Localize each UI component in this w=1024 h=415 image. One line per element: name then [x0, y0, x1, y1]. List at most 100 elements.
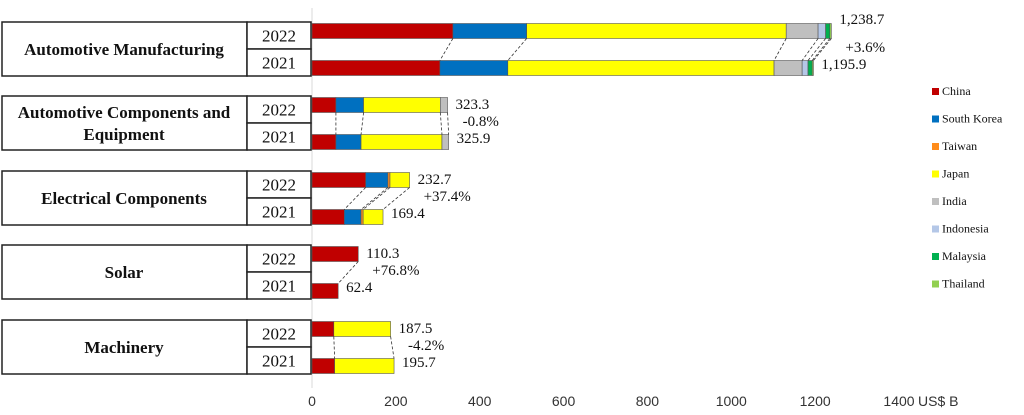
bar-segment-india: [440, 97, 448, 113]
bar-segment-south-korea: [335, 97, 364, 113]
total-value-label: 232.7: [418, 172, 452, 188]
year-box: [246, 346, 312, 375]
legend-label: Taiwan: [942, 139, 977, 153]
connector-line: [439, 112, 443, 135]
bar-segment-china: [311, 134, 337, 150]
total-value-label: 169.4: [391, 206, 425, 222]
year-label: 2021: [262, 277, 296, 296]
legend-label: Malaysia: [942, 249, 987, 263]
total-value-label: 195.7: [402, 355, 436, 371]
category-box: [1, 244, 248, 300]
bar-segment-south-korea: [452, 23, 527, 39]
total-value-label: 187.5: [399, 321, 433, 337]
bar-segment-south-korea: [439, 60, 509, 76]
bar-segment-japan: [363, 97, 441, 113]
bar-segment-china: [311, 60, 441, 76]
x-tick-label: 800: [636, 393, 660, 409]
year-box: [246, 197, 312, 226]
bar-segment-malaysia: [807, 60, 813, 76]
year-label: 2022: [262, 101, 296, 120]
legend-swatch: [932, 115, 939, 123]
x-tick-label: 0: [308, 393, 316, 409]
connector-line: [773, 38, 787, 61]
connector-line: [507, 38, 527, 61]
connector-line: [360, 187, 389, 210]
year-box: [246, 21, 312, 50]
x-tick-label: 1400: [883, 393, 914, 409]
connector-line: [362, 187, 391, 210]
x-tick-label: 400: [468, 393, 492, 409]
legend-label: India: [942, 194, 967, 208]
bar-segment-japan: [333, 321, 391, 337]
bar-segment-china: [311, 172, 366, 188]
connector-line: [447, 112, 450, 135]
bar-segment-indonesia: [801, 60, 809, 76]
category-label: Electrical Components: [41, 189, 207, 208]
bar-segment-south-korea: [343, 209, 362, 225]
change-percent-label: +37.4%: [424, 189, 471, 205]
year-label: 2022: [262, 250, 296, 269]
bar-segment-thailand: [829, 23, 832, 39]
bar-segment-india: [441, 134, 449, 150]
bar-segment-china: [311, 23, 454, 39]
legend-label: Indonesia: [942, 222, 989, 236]
total-value-label: 62.4: [346, 280, 373, 296]
connector-line: [382, 187, 410, 210]
category-label: Equipment: [83, 125, 165, 144]
year-label: 2022: [262, 176, 296, 195]
legend-swatch: [932, 143, 939, 150]
connector-line: [390, 336, 395, 359]
x-axis-label: US$ B: [918, 393, 958, 409]
legend-swatch: [932, 198, 939, 205]
bar-segment-japan: [334, 358, 395, 374]
change-percent-label: +76.8%: [372, 263, 419, 279]
bar-segment-malaysia: [825, 23, 831, 39]
year-label: 2022: [262, 325, 296, 344]
bar-segment-china: [311, 283, 339, 299]
bar-segment-south-korea: [365, 172, 389, 188]
total-value-label: 323.3: [456, 97, 490, 113]
category-label: Solar: [105, 263, 144, 282]
bar-segment-india: [785, 23, 819, 39]
year-box: [246, 170, 312, 199]
year-label: 2021: [262, 128, 296, 147]
bar-segment-japan: [360, 134, 443, 150]
bar-segment-china: [311, 246, 359, 262]
bar-segment-japan: [507, 60, 775, 76]
year-box: [246, 271, 312, 300]
year-box: [246, 319, 312, 348]
connector-line: [343, 187, 366, 210]
category-box: [1, 319, 248, 375]
x-tick-label: 1000: [716, 393, 747, 409]
year-label: 2021: [262, 203, 296, 222]
category-box: [1, 170, 248, 226]
total-value-label: 325.9: [457, 131, 491, 147]
x-tick-label: 600: [552, 393, 576, 409]
change-percent-label: -0.8%: [463, 114, 499, 130]
year-box: [246, 122, 312, 151]
legend-label: China: [942, 84, 971, 98]
legend-label: Thailand: [942, 277, 985, 291]
category-label: Machinery: [84, 338, 164, 357]
total-value-label: 110.3: [366, 246, 399, 262]
x-tick-label: 200: [384, 393, 408, 409]
bar-segment-china: [311, 209, 345, 225]
year-label: 2022: [262, 27, 296, 46]
change-percent-label: -4.2%: [408, 338, 444, 354]
year-box: [246, 95, 312, 124]
legend-swatch: [932, 253, 939, 260]
category-label: Automotive Components and: [18, 103, 231, 122]
legend-swatch: [932, 88, 939, 95]
legend-swatch: [932, 170, 939, 178]
total-value-label: 1,195.9: [821, 57, 866, 73]
category-label: Automotive Manufacturing: [24, 40, 224, 59]
connector-line: [360, 112, 364, 135]
bar-segment-china: [311, 97, 337, 113]
legend-label: Japan: [942, 167, 969, 181]
total-value-label: 1,238.7: [839, 12, 885, 28]
bar-segment-indonesia: [817, 23, 826, 39]
change-percent-label: +3.6%: [845, 40, 885, 56]
year-box: [246, 48, 312, 77]
year-label: 2021: [262, 54, 296, 73]
x-tick-label: 1200: [800, 393, 831, 409]
